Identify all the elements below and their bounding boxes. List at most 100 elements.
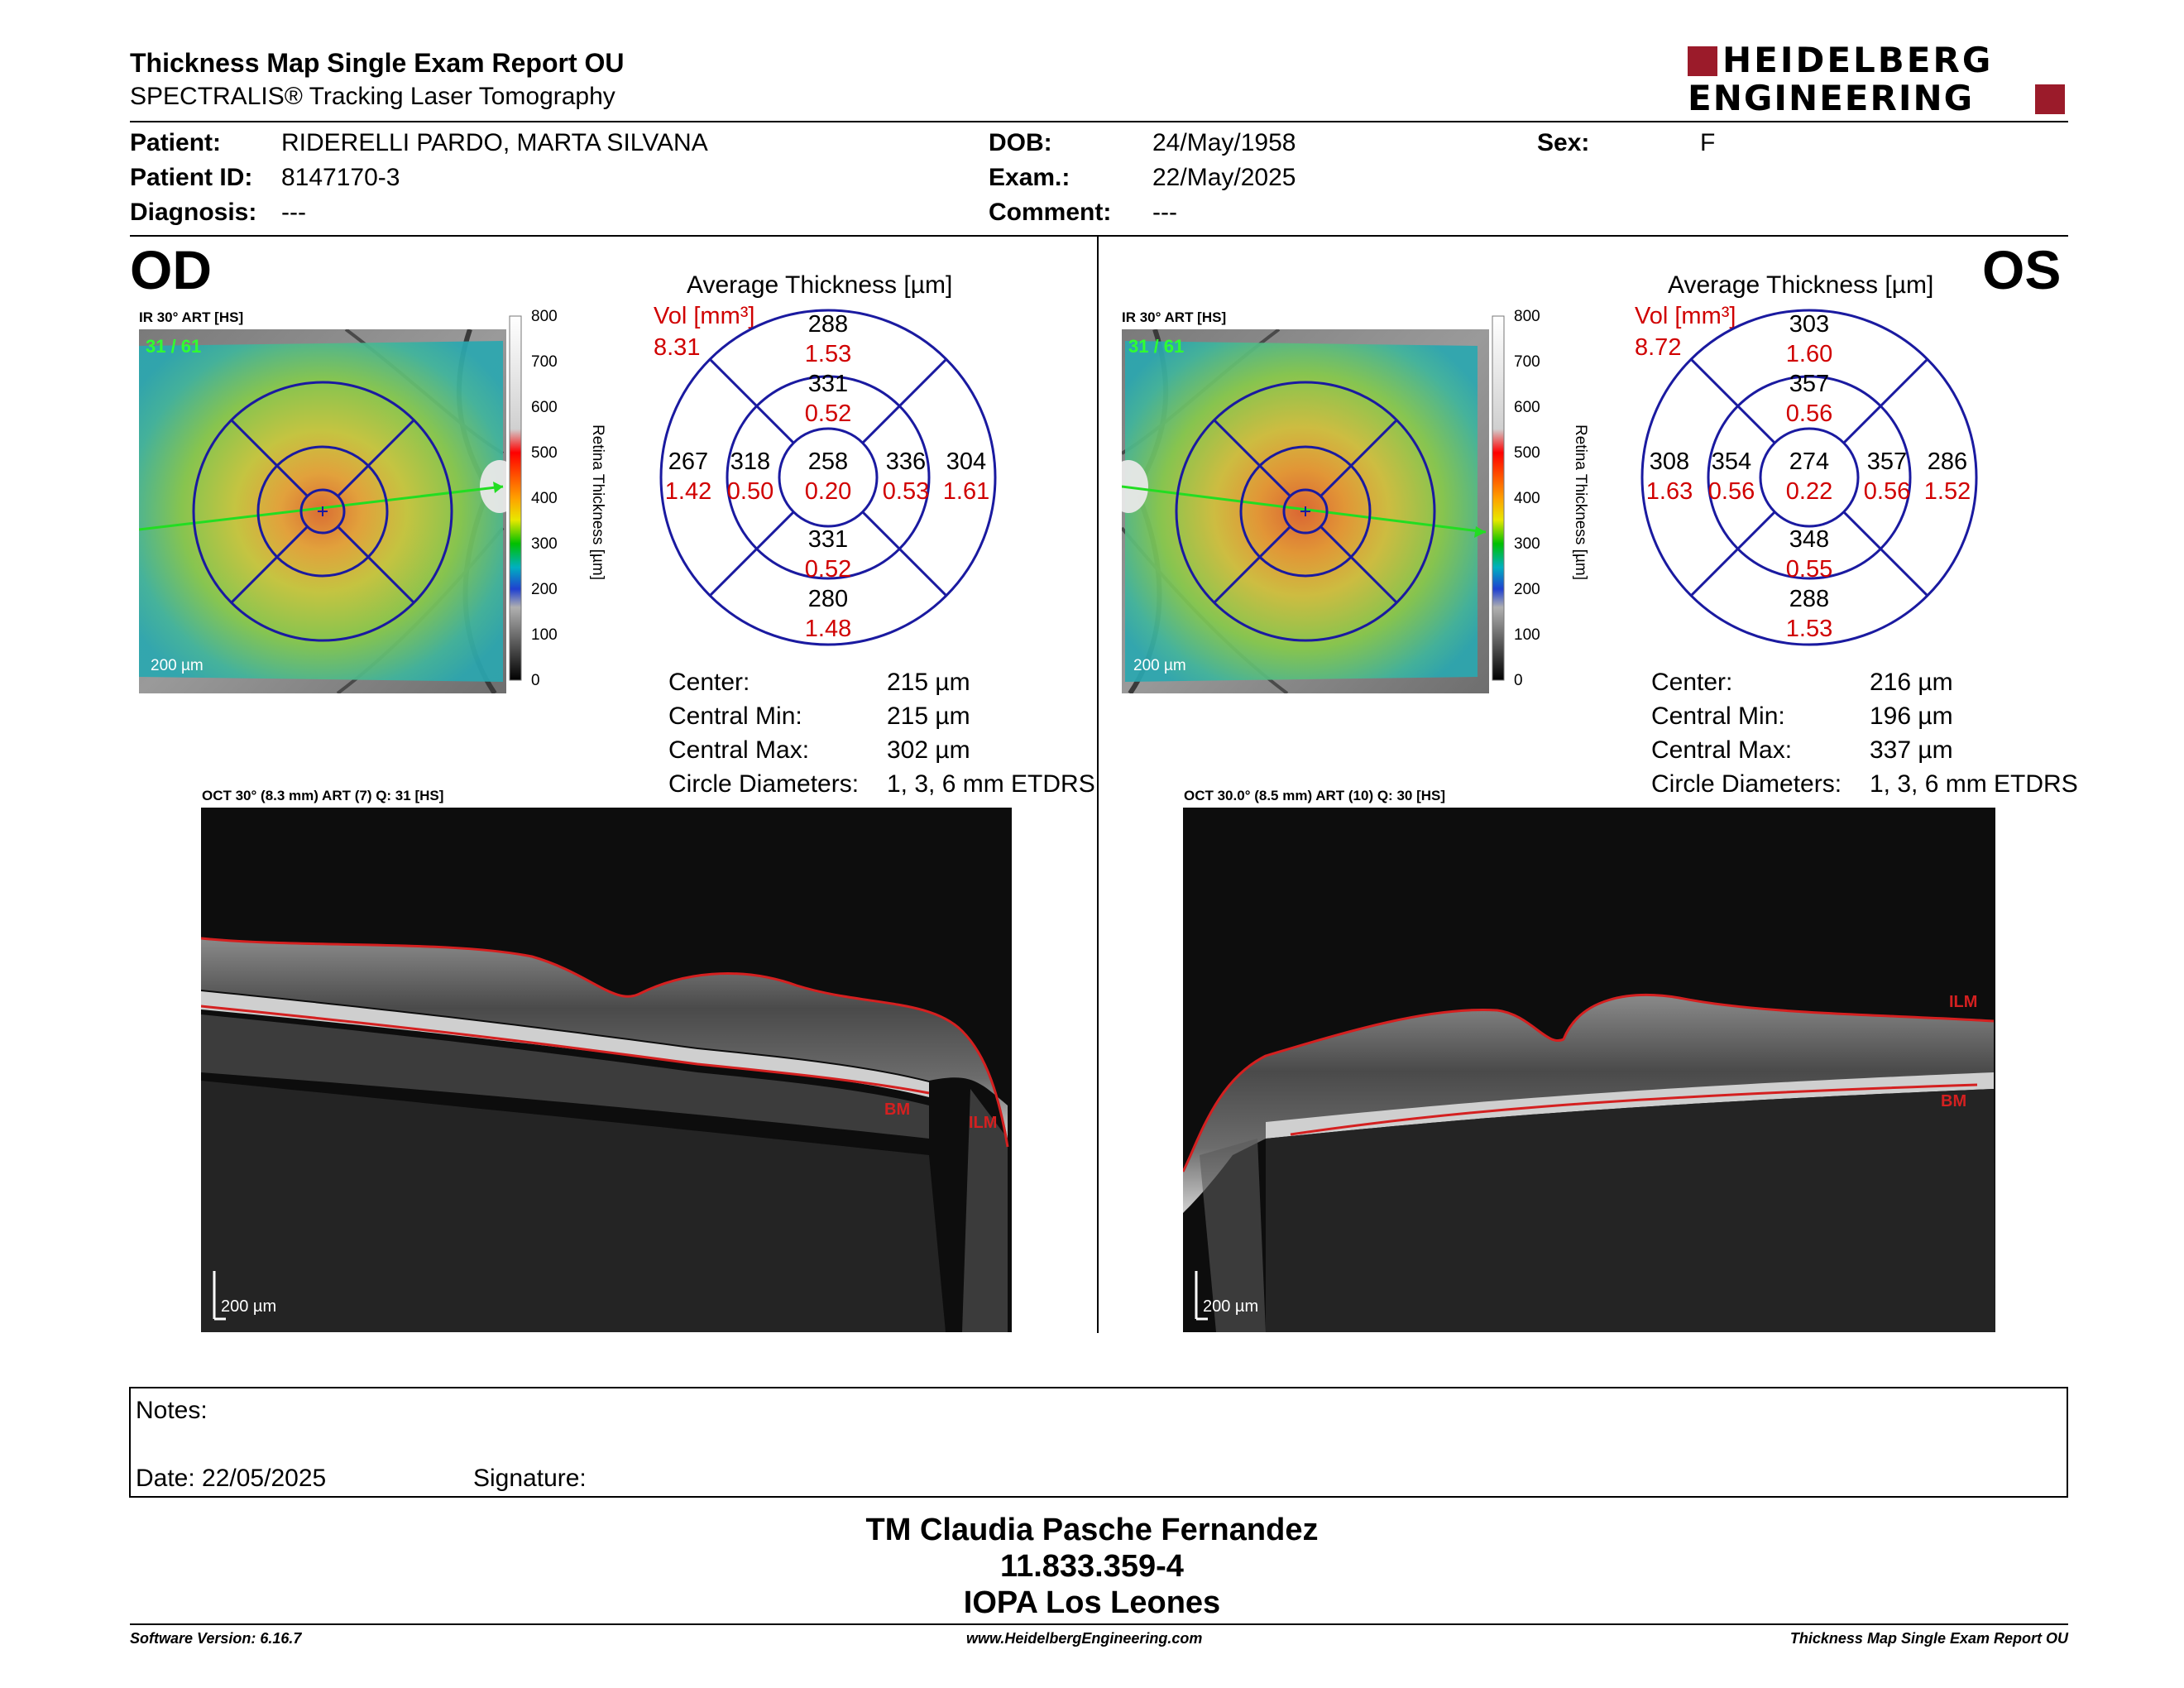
signature-org: IOPA Los Leones [963,1585,1221,1620]
notes-date: Date: 22/05/2025 [136,1465,327,1492]
os-colorbar-title: Retina Thickness [µm] [1572,424,1589,580]
od-outer-left-vol: 1.42 [664,478,712,505]
footer-divider [130,1623,2068,1625]
os-eye-label: OS [1982,239,2062,300]
od-ir-image: 31 / 61 200 µm [139,329,506,693]
os-cb-tick-100: 100 [1514,626,1540,644]
os-inner-right-vol: 0.56 [1863,478,1911,505]
od-art-count: 31 / 61 [146,336,202,357]
od-diam-label: Circle Diameters: [668,770,860,798]
sex-value: F [1700,129,1716,156]
header-divider [130,121,2068,122]
od-inner-right-vol: 0.53 [882,478,930,505]
signature-name: TM Claudia Pasche Fernandez [865,1513,1319,1547]
signature-rut: 11.833.359-4 [1000,1549,1184,1584]
od-outer-sup: 288 [807,311,849,338]
od-cb-tick-200: 200 [531,581,558,598]
footer-report-title: Thickness Map Single Exam Report OU [1789,1630,2068,1647]
patient-label: Patient: [130,129,222,156]
os-inner-left: 354 [1711,448,1752,475]
od-cb-tick-500: 500 [531,444,558,462]
diagnosis-value: --- [281,199,306,226]
os-center-value: 216 µm [1870,669,1953,696]
od-ir-label: IR 30° ART [HS] [139,309,244,325]
od-center-value: 215 µm [887,669,970,696]
patient-id-value: 8147170-3 [281,164,400,191]
os-sector-values: 303 1.60 357 0.56 308 1.63 354 0.56 274 … [1640,308,1979,647]
od-outer-right-vol: 1.61 [942,478,990,505]
os-outer-sup: 303 [1789,311,1830,338]
os-outer-sup-vol: 1.60 [1785,341,1833,367]
od-center-label: Center: [668,669,750,696]
os-inner-left-vol: 0.56 [1707,478,1755,505]
od-cb-tick-600: 600 [531,399,558,416]
od-inner-sup: 331 [807,371,849,397]
os-max-value: 337 µm [1870,736,1953,764]
software-version: Software Version: 6.16.7 [130,1630,302,1647]
od-center-vol: 0.20 [804,478,852,505]
notes-box[interactable]: Notes: Date: 22/05/2025 Signature: [129,1387,2068,1498]
report-title: Thickness Map Single Exam Report OU [130,48,625,78]
od-inner-inf: 331 [807,526,849,553]
heidelberg-logo: HEIDELBERG ENGINEERING [1688,40,2068,118]
os-cb-tick-600: 600 [1514,399,1540,416]
os-oct-scale: 200 µm [1203,1297,1259,1316]
od-avg-title: Average Thickness [µm] [687,271,953,299]
os-outer-right-vol: 1.52 [1923,478,1971,505]
os-outer-left-vol: 1.63 [1645,478,1693,505]
od-inner-left-vol: 0.50 [726,478,774,505]
os-art-count: 31 / 61 [1128,336,1185,357]
os-oct-label: OCT 30.0° (8.5 mm) ART (10) Q: 30 [HS] [1184,788,1446,803]
od-center: 258 [807,448,849,475]
exam-label: Exam.: [989,164,1070,191]
od-colorbar: 800 700 600 500 400 300 200 100 0 Retina… [508,308,606,689]
os-min-value: 196 µm [1870,703,1953,730]
od-sector-values: 288 1.53 331 0.52 267 1.42 318 0.50 258 … [659,308,998,647]
exam-value: 22/May/2025 [1152,164,1296,191]
os-thickness-map [1122,329,1489,693]
website-link[interactable]: www.HeidelbergEngineering.com [966,1630,1203,1647]
od-min-value: 215 µm [887,703,970,730]
os-diam-value: 1, 3, 6 mm ETDRS [1870,770,2078,798]
diagnosis-label: Diagnosis: [130,199,257,226]
logo-line2: ENGINEERING [1688,78,1975,118]
od-colorbar-title-wrap: Retina Thickness [µm] [581,404,606,602]
dob-value: 24/May/1958 [1152,129,1296,156]
os-inner-right: 357 [1866,448,1908,475]
os-ir-image: 31 / 61 200 µm [1122,329,1489,693]
od-colorbar-title: Retina Thickness [µm] [589,424,606,580]
od-cb-tick-700: 700 [531,353,558,371]
center-divider [1097,237,1099,1333]
od-outer-sup-vol: 1.53 [804,341,852,367]
od-diam-value: 1, 3, 6 mm ETDRS [887,770,1095,798]
signature-label: Signature: [473,1465,587,1492]
os-center-vol: 0.22 [1785,478,1833,505]
os-outer-left: 308 [1649,448,1690,475]
os-cb-tick-800: 800 [1514,308,1540,325]
od-inner-sup-vol: 0.52 [804,400,852,427]
od-outer-inf: 280 [807,586,849,612]
od-inner-inf-vol: 0.52 [804,556,852,583]
comment-label: Comment: [989,199,1112,226]
report-subtitle: SPECTRALIS® Tracking Laser Tomography [130,83,615,110]
od-bm-label: BM [884,1101,911,1119]
logo-line1: HEIDELBERG [1722,40,1994,80]
od-outer-inf-vol: 1.48 [804,616,852,642]
od-ir-scale: 200 µm [151,657,204,674]
od-thickness-map [139,329,506,693]
os-avg-title: Average Thickness [µm] [1668,271,1934,299]
od-outer-left: 267 [668,448,709,475]
od-ilm-label: ILM [969,1114,998,1132]
patient-divider [130,235,2068,237]
os-center: 274 [1789,448,1830,475]
od-etdrs-grid [659,308,998,647]
od-vol-label: Vol [mm³] [654,303,755,329]
os-ir-label: IR 30° ART [HS] [1122,309,1227,325]
od-cb-tick-300: 300 [531,535,558,553]
os-colorbar-title-wrap: Retina Thickness [µm] [1564,404,1589,602]
os-cb-tick-300: 300 [1514,535,1540,553]
os-vol-label: Vol [mm³] [1635,303,1736,329]
od-max-label: Central Max: [668,736,810,764]
od-inner-right: 336 [885,448,927,475]
patient-id-label: Patient ID: [130,164,253,191]
